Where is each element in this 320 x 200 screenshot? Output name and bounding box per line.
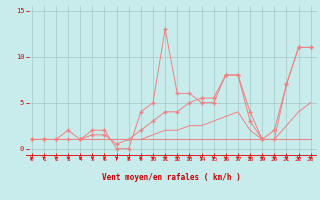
X-axis label: Vent moyen/en rafales ( km/h ): Vent moyen/en rafales ( km/h ) [102,174,241,182]
